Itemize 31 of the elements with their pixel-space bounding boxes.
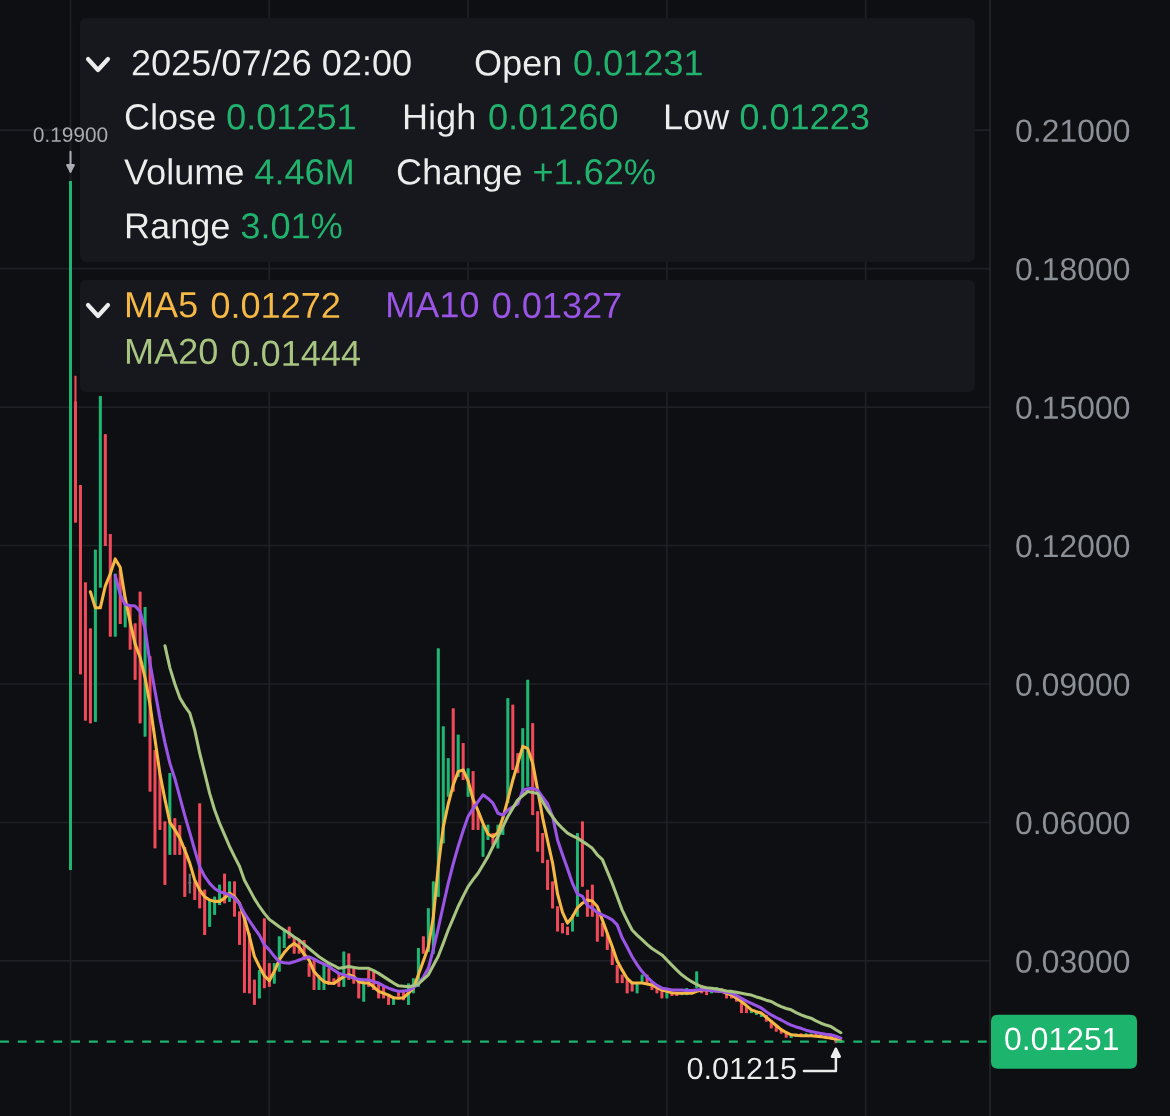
annotation: Range — [126, 213, 229, 246]
y-tick-label: 0.21000 — [1016, 119, 1130, 143]
annotation: 0.01272 — [211, 292, 340, 319]
y-tick-label: 0.15000 — [1016, 396, 1130, 419]
annotation: 2025/07/26 02:00 — [132, 49, 411, 76]
y-tick-label: 0.09000 — [1016, 673, 1130, 696]
annotation: Change — [397, 158, 521, 192]
annotation: 0.01215 — [687, 1057, 796, 1080]
annotation: +1.62% — [534, 159, 655, 185]
text: MA20 — [126, 338, 217, 365]
annotation: Volume — [124, 158, 243, 185]
y-tick-label: 0.03000 — [1016, 950, 1130, 973]
annotation: 0.01223 — [740, 104, 869, 130]
annotation: 0.01327 — [493, 292, 621, 319]
text: MA10 — [388, 291, 479, 318]
y-tick-label: 0.18000 — [1016, 257, 1130, 281]
annotation: 0.01251 — [227, 104, 355, 130]
annotation: Close — [125, 103, 215, 130]
annotation: Open — [475, 50, 560, 83]
text: MA5 — [126, 292, 197, 318]
annotation: 3.01% — [241, 213, 342, 239]
annotation: 4.46M — [255, 159, 352, 185]
annotation: 0.01260 — [489, 104, 618, 130]
y-tick-label: 0.12000 — [1016, 534, 1130, 558]
y-tick-label: 0.06000 — [1016, 811, 1130, 835]
annotation: 0.19900 — [33, 127, 108, 143]
annotation: 0.01444 — [231, 340, 360, 367]
annotation: 0.01231 — [574, 50, 702, 76]
annotation: High — [404, 103, 474, 137]
text: 0.01251 — [1005, 1027, 1118, 1051]
annotation: Low — [665, 104, 730, 130]
